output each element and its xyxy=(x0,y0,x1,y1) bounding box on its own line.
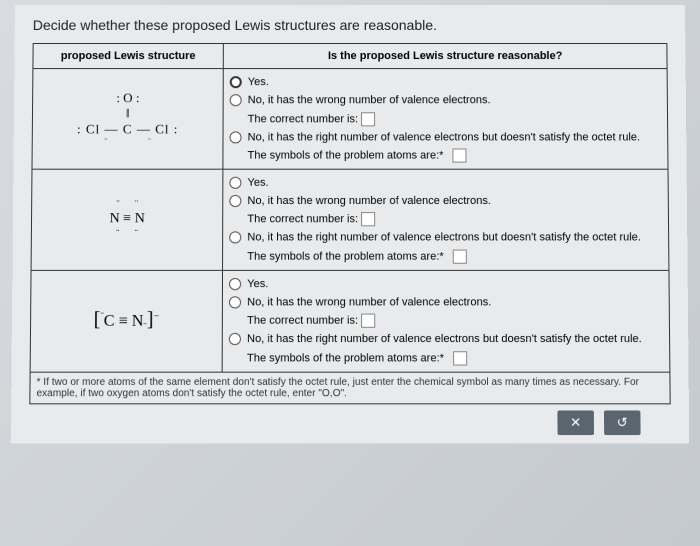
correct-number-input-2[interactable] xyxy=(361,314,375,328)
table-row: [¨C ≡ N¨]− Yes. No, it has the wrong num… xyxy=(30,270,670,372)
footnote-text: * If two or more atoms of the same eleme… xyxy=(30,372,670,404)
radio-wrong-0[interactable] xyxy=(230,94,242,106)
footnote-row: * If two or more atoms of the same eleme… xyxy=(30,372,670,404)
radio-wrong-1[interactable] xyxy=(229,195,241,207)
opt-yes-label: Yes. xyxy=(248,75,661,89)
close-button[interactable]: ✕ xyxy=(557,410,594,435)
options-cell-1: Yes. No, it has the wrong number of vale… xyxy=(223,169,669,270)
structure-cell-0: : O : ‖ : Cl — C — Cl : ¨ ¨ xyxy=(32,69,223,169)
lewis-table: proposed Lewis structure Is the proposed… xyxy=(29,43,670,404)
question-prompt: Decide whether these proposed Lewis stru… xyxy=(33,17,668,33)
symbols-label: The symbols of the problem atoms are:* xyxy=(248,149,444,161)
symbols-input-0[interactable] xyxy=(453,148,467,162)
table-row: : O : ‖ : Cl — C — Cl : ¨ ¨ Yes. No, it … xyxy=(32,69,668,169)
symbols-input-2[interactable] xyxy=(453,351,467,365)
options-cell-2: Yes. No, it has the wrong number of vale… xyxy=(222,270,670,372)
reset-button[interactable]: ↺ xyxy=(604,410,641,435)
radio-yes-2[interactable] xyxy=(229,278,241,290)
table-row: ¨ ¨ N ≡ N ¨ ¨ Yes. No, it has the wrong … xyxy=(31,169,669,270)
worksheet-page: Decide whether these proposed Lewis stru… xyxy=(11,5,690,443)
opt-wrong-label: No, it has the wrong number of valence e… xyxy=(248,93,661,107)
structure-cell-2: [¨C ≡ N¨]− xyxy=(30,270,222,372)
opt-octet-label: No, it has the right number of valence e… xyxy=(248,130,662,144)
radio-octet-1[interactable] xyxy=(229,232,241,244)
correct-is-label: The correct number is: xyxy=(248,113,358,125)
radio-octet-2[interactable] xyxy=(229,333,241,345)
correct-number-input-1[interactable] xyxy=(361,213,375,227)
header-left: proposed Lewis structure xyxy=(33,44,223,69)
radio-wrong-2[interactable] xyxy=(229,296,241,308)
symbols-input-1[interactable] xyxy=(453,249,467,263)
header-right: Is the proposed Lewis structure reasonab… xyxy=(223,44,667,69)
toolbar: ✕ ↺ xyxy=(29,404,671,435)
structure-cell-1: ¨ ¨ N ≡ N ¨ ¨ xyxy=(31,169,223,270)
correct-number-input-0[interactable] xyxy=(361,112,375,126)
options-cell-0: Yes. No, it has the wrong number of vale… xyxy=(223,69,668,169)
radio-yes-0[interactable] xyxy=(230,76,242,88)
radio-yes-1[interactable] xyxy=(229,177,241,189)
radio-octet-0[interactable] xyxy=(230,131,242,143)
